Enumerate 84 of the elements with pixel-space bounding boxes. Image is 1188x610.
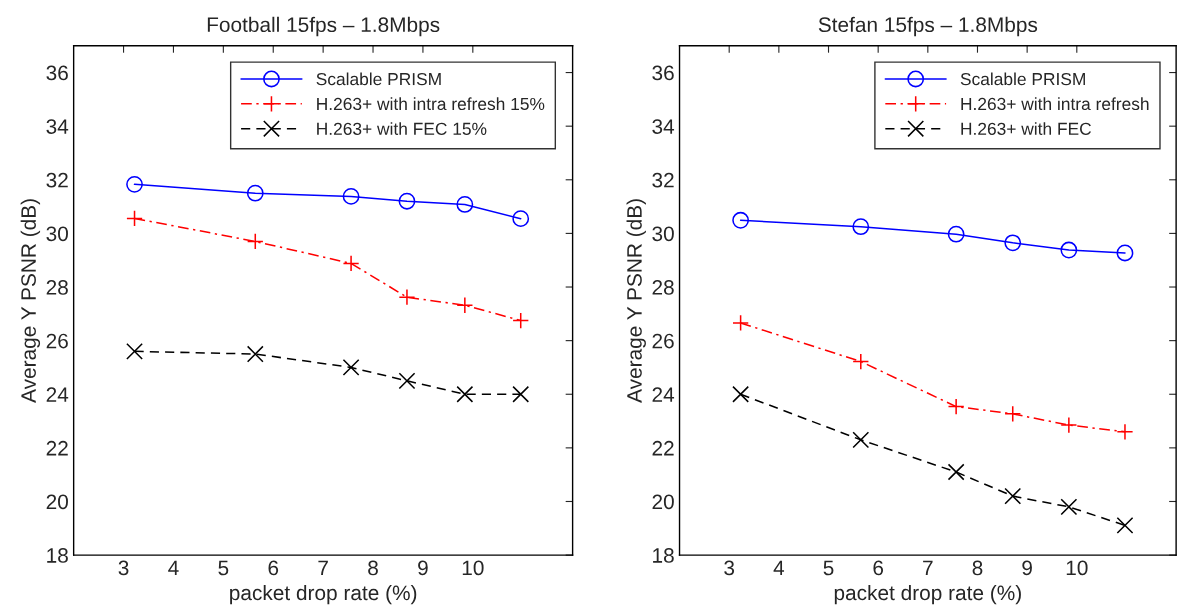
y-tick-label: 26 <box>46 333 68 349</box>
point <box>1116 423 1134 441</box>
point <box>1004 234 1022 252</box>
y-tick-label: 32 <box>652 172 674 188</box>
point <box>1060 241 1078 259</box>
point <box>456 296 474 314</box>
y-tick-label: 36 <box>652 65 674 81</box>
x-tick-label: 5 <box>218 560 229 576</box>
y-tick-label: 32 <box>46 172 68 188</box>
point <box>1116 516 1134 534</box>
point <box>512 210 530 228</box>
y-tick-label: 20 <box>652 494 674 510</box>
y-axis-title: Average Y PSNR (dB) <box>20 199 41 403</box>
x-tick-label: 3 <box>724 560 735 576</box>
point <box>126 342 143 360</box>
chart-title: Stefan 15fps – 1.8Mbps <box>818 16 1038 37</box>
y-tick-label: 28 <box>652 280 674 295</box>
point <box>342 188 360 205</box>
legend-label: H.263+ with FEC 15% <box>317 122 487 135</box>
point <box>732 211 750 229</box>
point <box>246 345 264 363</box>
legend-label: Scalable PRISM <box>316 72 441 86</box>
point <box>852 431 870 449</box>
chart-title: Football 15fps – 1.8Mbps <box>207 16 440 37</box>
x-tick-label: 9 <box>1022 560 1032 576</box>
y-tick-label: 28 <box>46 280 68 295</box>
x-tick-label: 7 <box>318 560 328 576</box>
point <box>732 385 750 403</box>
x-tick-label: 8 <box>972 560 983 576</box>
legend-label: H.263+ with intra refresh <box>961 97 1149 111</box>
x-tick-label: 4 <box>168 560 179 576</box>
x-tick-label: 6 <box>873 560 884 576</box>
x-tick-label: 6 <box>268 560 279 576</box>
y-tick-label: 26 <box>652 333 674 349</box>
point <box>1004 405 1022 423</box>
x-axis-title: packet drop rate (%) <box>834 584 1021 605</box>
legend-label: H.263+ with intra refresh 15% <box>317 97 545 111</box>
x-tick-label: 4 <box>773 560 785 576</box>
point <box>852 353 870 370</box>
y-tick-label: 36 <box>46 65 68 81</box>
point <box>1060 416 1078 434</box>
point <box>456 385 474 403</box>
y-tick-label: 30 <box>46 226 68 242</box>
legend-label: H.263+ with FEC <box>961 122 1092 135</box>
y-tick-label: 24 <box>652 387 675 402</box>
point <box>126 209 143 227</box>
y-tick-label: 22 <box>46 440 68 456</box>
y-tick-label: 30 <box>652 226 674 242</box>
point <box>398 288 416 306</box>
y-tick-label: 18 <box>47 548 68 563</box>
y-tick-label: 22 <box>652 440 674 456</box>
y-tick-label: 20 <box>46 494 68 510</box>
point <box>398 192 416 210</box>
point <box>947 225 965 243</box>
x-tick-label: 10 <box>1066 560 1088 576</box>
y-tick-label: 34 <box>652 119 675 134</box>
x-tick-label: 3 <box>118 560 129 576</box>
point <box>342 359 360 376</box>
point <box>456 196 474 213</box>
point <box>1060 498 1078 516</box>
point <box>512 312 530 329</box>
x-axis-title: packet drop rate (%) <box>230 584 417 605</box>
point <box>852 218 870 236</box>
point <box>1116 244 1134 262</box>
point <box>398 372 416 390</box>
point <box>126 175 143 193</box>
x-tick-label: 5 <box>823 560 834 576</box>
point <box>732 314 750 332</box>
legend-label: Scalable PRISM <box>960 72 1085 86</box>
x-tick-label: 7 <box>923 560 933 576</box>
point <box>342 255 360 272</box>
point <box>947 463 965 481</box>
point <box>947 398 965 415</box>
y-tick-label: 24 <box>46 387 69 402</box>
x-tick-label: 8 <box>368 560 378 576</box>
y-tick-label: 18 <box>653 548 674 563</box>
x-tick-label: 9 <box>418 560 428 576</box>
point <box>246 233 264 250</box>
point <box>1004 487 1022 505</box>
point <box>246 184 264 202</box>
y-axis-title: Average Y PSNR (dB) <box>626 199 646 403</box>
x-tick-label: 10 <box>462 560 484 576</box>
point <box>512 385 530 403</box>
y-tick-label: 34 <box>46 119 69 134</box>
